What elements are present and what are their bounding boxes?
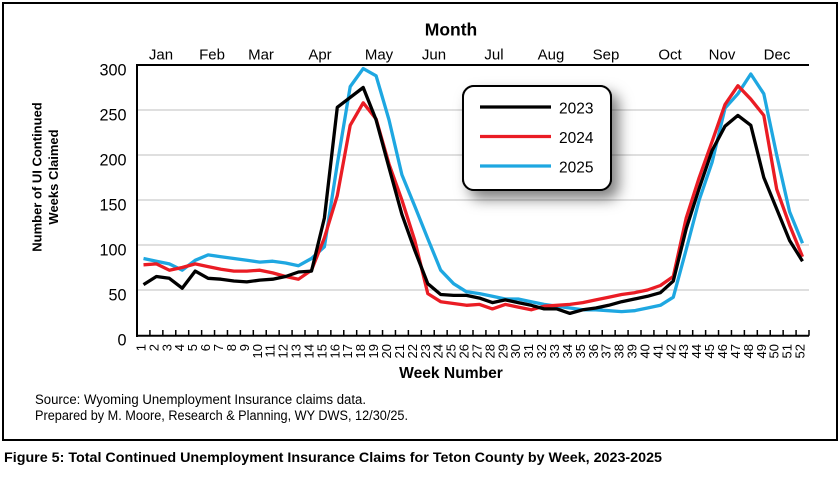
svg-text:21: 21 (392, 344, 407, 358)
svg-text:35: 35 (573, 344, 588, 358)
svg-text:200: 200 (99, 152, 126, 170)
svg-text:45: 45 (702, 344, 717, 358)
svg-text:44: 44 (689, 344, 704, 358)
svg-text:13: 13 (289, 344, 304, 358)
svg-text:42: 42 (663, 344, 678, 358)
svg-text:19: 19 (366, 344, 381, 358)
svg-text:Sep: Sep (593, 46, 620, 63)
svg-text:39: 39 (625, 344, 640, 358)
svg-text:27: 27 (470, 344, 485, 358)
svg-text:40: 40 (638, 344, 653, 358)
svg-text:47: 47 (728, 344, 743, 358)
svg-text:Nov: Nov (709, 46, 736, 63)
svg-text:51: 51 (780, 344, 795, 358)
svg-text:29: 29 (495, 344, 510, 358)
svg-text:1: 1 (134, 344, 149, 351)
svg-text:2023: 2023 (559, 101, 593, 118)
svg-text:15: 15 (314, 344, 329, 358)
svg-text:Feb: Feb (199, 46, 225, 63)
svg-text:12: 12 (276, 344, 291, 358)
svg-text:Jan: Jan (149, 46, 173, 63)
svg-text:Dec: Dec (764, 46, 791, 63)
svg-text:17: 17 (340, 344, 355, 358)
svg-text:150: 150 (99, 197, 126, 215)
svg-text:Source: Wyoming Unemployment I: Source: Wyoming Unemployment Insurance c… (35, 392, 366, 407)
svg-text:11: 11 (263, 344, 278, 358)
svg-text:50: 50 (108, 287, 126, 305)
svg-text:7: 7 (211, 344, 226, 351)
svg-text:16: 16 (327, 344, 342, 358)
svg-text:Jun: Jun (422, 46, 446, 63)
svg-text:38: 38 (612, 344, 627, 358)
svg-text:10: 10 (250, 344, 265, 358)
svg-text:52: 52 (793, 344, 808, 358)
svg-text:28: 28 (482, 344, 497, 358)
svg-text:49: 49 (754, 344, 769, 358)
svg-text:Weeks Claimed: Weeks Claimed (46, 129, 61, 224)
svg-text:Apr: Apr (308, 46, 331, 63)
svg-text:41: 41 (650, 344, 665, 358)
svg-text:9: 9 (237, 344, 252, 351)
svg-text:May: May (365, 46, 394, 63)
svg-text:37: 37 (599, 344, 614, 358)
svg-text:50: 50 (767, 344, 782, 358)
svg-text:2024: 2024 (559, 130, 594, 147)
svg-text:Aug: Aug (538, 46, 565, 63)
svg-text:22: 22 (405, 344, 420, 358)
svg-text:43: 43 (676, 344, 691, 358)
svg-text:34: 34 (560, 344, 575, 358)
svg-text:2025: 2025 (559, 160, 593, 177)
svg-text:Jul: Jul (484, 46, 503, 63)
svg-text:Mar: Mar (248, 46, 274, 63)
svg-text:Prepared by M. Moore, Research: Prepared by M. Moore, Research & Plannin… (35, 408, 408, 423)
svg-text:30: 30 (508, 344, 523, 358)
svg-text:Month: Month (425, 20, 477, 40)
svg-text:25: 25 (444, 344, 459, 358)
svg-text:Oct: Oct (658, 46, 682, 63)
svg-text:8: 8 (224, 344, 239, 351)
svg-text:100: 100 (99, 242, 126, 260)
svg-text:250: 250 (99, 107, 126, 125)
svg-text:18: 18 (353, 344, 368, 358)
svg-text:20: 20 (379, 344, 394, 358)
svg-text:Week Number: Week Number (399, 365, 503, 382)
svg-text:23: 23 (418, 344, 433, 358)
svg-text:2: 2 (146, 344, 161, 351)
svg-text:26: 26 (457, 344, 472, 358)
svg-text:Number of UI Continued: Number of UI Continued (30, 102, 45, 252)
svg-text:32: 32 (534, 344, 549, 358)
svg-text:5: 5 (185, 344, 200, 351)
svg-text:31: 31 (521, 344, 536, 358)
svg-text:46: 46 (715, 344, 730, 358)
svg-text:48: 48 (741, 344, 756, 358)
svg-text:24: 24 (431, 344, 446, 358)
svg-text:300: 300 (99, 62, 126, 80)
svg-text:6: 6 (198, 344, 213, 351)
svg-text:Figure 5: Total Continued Unem: Figure 5: Total Continued Unemployment I… (4, 450, 662, 466)
svg-text:4: 4 (172, 344, 187, 351)
svg-text:36: 36 (586, 344, 601, 358)
svg-text:33: 33 (547, 344, 562, 358)
svg-text:14: 14 (302, 344, 317, 358)
svg-text:0: 0 (117, 332, 126, 350)
svg-text:3: 3 (159, 344, 174, 351)
